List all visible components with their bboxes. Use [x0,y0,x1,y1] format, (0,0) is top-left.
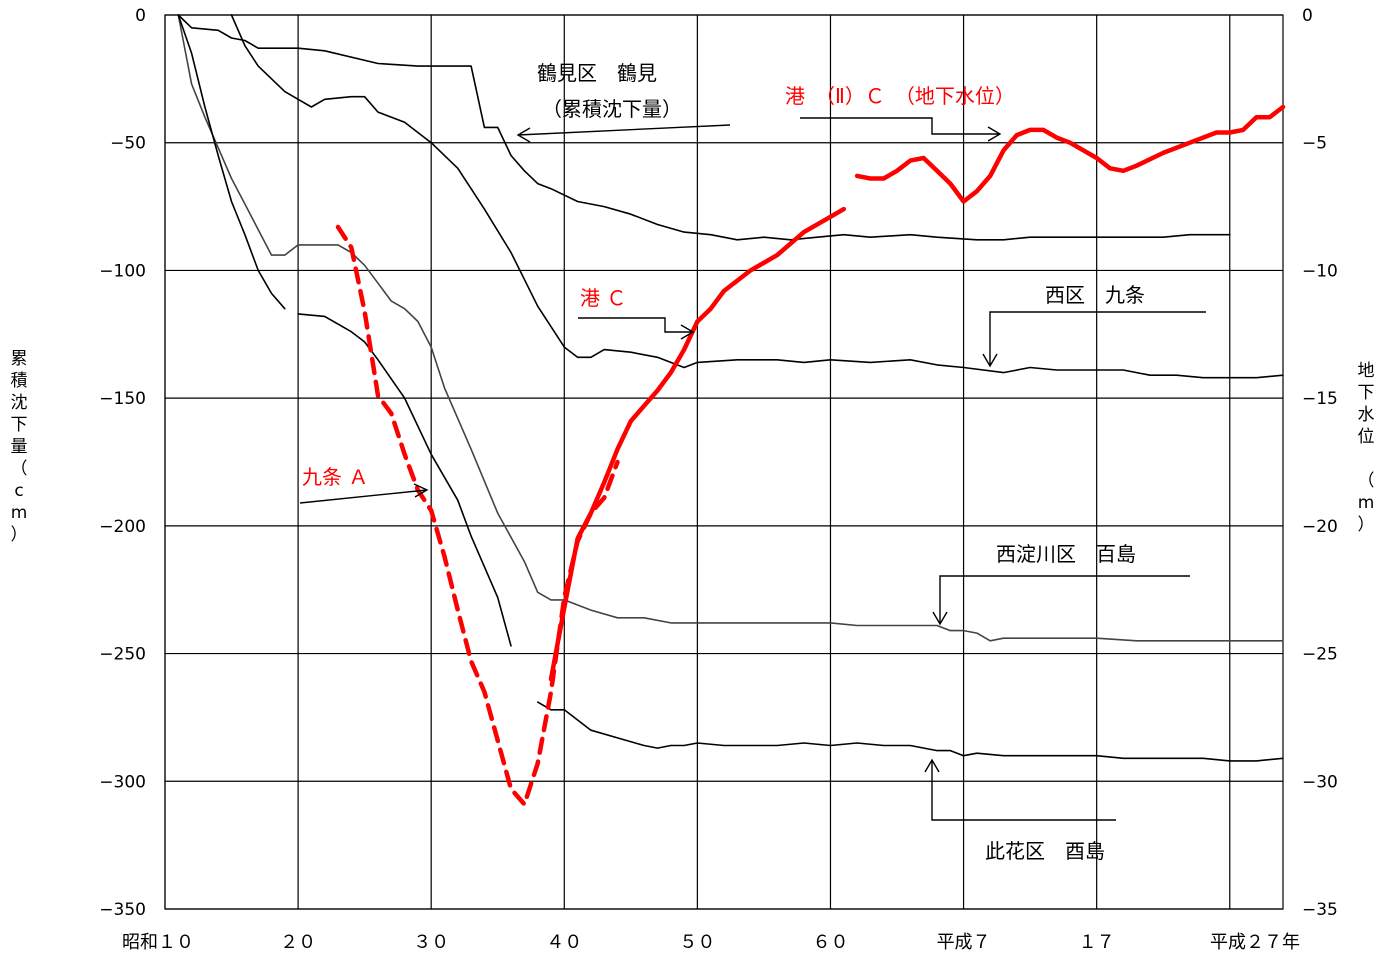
x-tick-label: ４０ [546,932,582,953]
annotation-tsurumi-note: （累積沈下量） [542,97,682,121]
y-right-tick-label: −5 [1302,134,1327,154]
x-tick-label: １７ [1079,932,1115,953]
left-axis-ticks: 0 −50 −100 −150 −200 −250 −300 −350 [99,6,146,920]
x-tick-label: ２０ [280,932,316,953]
y-right-tick-label: −25 [1302,645,1338,665]
y-axis-right-label: 地下水位 （m） [1357,361,1375,535]
pointer-minato2c [800,117,1002,142]
x-tick-label: ５０ [679,932,715,953]
y-left-tick-label: −300 [99,772,146,792]
y-right-tick-label: −10 [1302,261,1338,281]
y-right-tick-label: −20 [1302,517,1338,537]
annotation-minato2c: 港 （Ⅱ）Ｃ （地下水位） [785,84,1015,108]
pointer-kujo-a [299,483,429,504]
y-left-tick-label: −100 [99,261,146,281]
x-axis-ticks: 昭和１０ ２０ ３０ ４０ ５０ ６０ 平成７ １７ 平成２７年 [122,932,1300,953]
pointer-momoshima [932,575,1190,626]
y-left-tick-label: −150 [99,389,146,409]
y-left-tick-label: 0 [135,6,146,26]
x-tick-label: 平成７ [937,932,991,953]
x-tick-label: 昭和１０ [122,932,194,953]
annotation-kujo: 西区 九条 [1045,283,1145,307]
annotation-minatoc: 港 Ｃ [580,286,626,310]
x-tick-label: ３０ [413,932,449,953]
series-line-3 [177,14,286,310]
series [177,14,1286,807]
grid [164,14,1284,910]
annotation-kujo-a: 九条 Ａ [302,465,368,489]
series-line-5 [536,701,1284,762]
series-line-0 [177,14,1231,241]
series-line-7 [548,206,847,682]
pointer-minatoc [578,317,695,340]
y-left-tick-label: −350 [99,900,146,920]
series-line-1 [230,14,1284,379]
right-axis-ticks: 0 −5 −10 −15 −20 −25 −30 −35 [1302,6,1338,920]
y-right-tick-label: −15 [1302,389,1338,409]
pointer-kujo [982,311,1206,368]
y-left-tick-label: −200 [99,517,146,537]
series-line-2 [177,14,1284,642]
y-left-tick-label: −250 [99,645,146,665]
y-right-tick-label: −30 [1302,772,1338,792]
annotation-tsurumi: 鶴見区 鶴見 [537,61,657,85]
series-line-8 [854,104,1286,204]
pointer-torishima [924,758,1116,821]
y-right-tick-label: 0 [1302,6,1313,26]
y-axis-left-label: 累積沈下量（c m） [10,349,28,545]
series-line-4 [297,313,512,647]
y-left-tick-label: −50 [110,134,146,154]
annotation-torishima: 此花区 酉島 [985,839,1105,863]
annotation-pointers [299,117,1206,821]
x-tick-label: ６０ [812,932,848,953]
pointer-tsurumi [516,124,731,143]
x-tick-label: 平成２７年 [1210,932,1300,953]
y-right-tick-label: −35 [1302,900,1338,920]
annotation-momoshima: 西淀川区 百島 [996,542,1136,566]
